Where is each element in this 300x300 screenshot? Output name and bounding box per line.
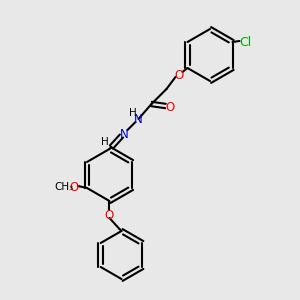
- Text: N: N: [120, 128, 129, 141]
- Text: O: O: [105, 209, 114, 222]
- Text: O: O: [166, 101, 175, 114]
- Text: CH₃: CH₃: [54, 182, 74, 192]
- Text: N: N: [134, 113, 143, 126]
- Text: O: O: [175, 69, 184, 82]
- Text: O: O: [69, 181, 79, 194]
- Text: H: H: [129, 108, 136, 118]
- Text: H: H: [100, 137, 108, 147]
- Text: Cl: Cl: [239, 36, 252, 49]
